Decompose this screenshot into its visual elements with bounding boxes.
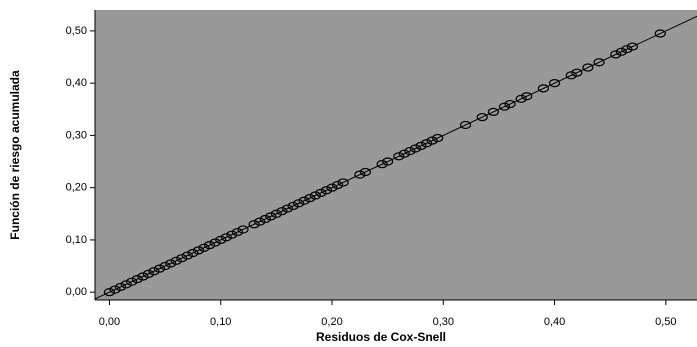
point [298,196,310,205]
x-tick-label: 0,30 [433,316,454,328]
point [181,251,193,260]
point [626,42,639,51]
point [382,157,394,166]
point [654,29,666,38]
x-tick-label: 0,10 [210,316,231,328]
point [393,152,405,161]
point [120,280,132,289]
point [237,225,249,234]
point [593,58,605,67]
point [204,241,216,250]
point [359,167,371,177]
point [459,120,472,130]
point [187,248,199,258]
y-tick-label: 0,30 [66,129,87,141]
point [165,259,177,268]
y-tick-label: 0,10 [66,234,87,246]
point [293,199,305,208]
point [192,246,205,255]
point [109,285,121,294]
point [276,207,288,216]
point [198,243,210,252]
y-tick-label: 0,00 [66,286,87,298]
point [376,160,388,169]
x-tick-label: 0,00 [99,316,120,328]
x-tick-label: 0,20 [321,316,342,328]
point [131,274,143,284]
point [521,92,533,101]
point [615,47,627,56]
point [432,133,444,143]
point [287,201,299,211]
point [176,254,188,263]
point [487,107,499,116]
y-tick-label: 0,40 [66,77,87,89]
point [231,227,244,237]
point [309,191,321,200]
point [421,139,433,148]
point [265,212,277,221]
point [404,146,416,156]
point [337,178,349,187]
point [621,45,633,54]
point [320,186,333,195]
point [504,99,516,109]
point [515,94,527,103]
y-tick-label: 0,50 [66,25,87,37]
point [415,141,427,150]
point [409,144,422,153]
point [142,269,155,278]
point [354,170,366,179]
point [582,63,594,72]
point [315,188,327,197]
point [170,256,182,265]
point [304,194,316,203]
point [220,233,232,242]
point [548,79,561,88]
point [565,71,577,80]
point [331,180,344,190]
point [610,50,622,59]
point [398,149,410,158]
point [259,214,271,224]
point [498,102,511,111]
point [114,282,127,292]
y-tick-label: 0,20 [66,182,87,194]
point [159,261,171,271]
point [153,264,166,273]
point [209,238,221,247]
point [148,267,160,276]
point [103,288,116,297]
point [137,272,149,281]
x-tick-label: 0,50 [655,316,676,328]
point [326,183,338,192]
point [254,217,266,226]
point [537,84,550,93]
point [426,136,438,145]
point [226,230,238,239]
x-tick-label: 0,40 [544,316,565,328]
x-axis-title: Residuos de Cox-Snell [316,330,446,344]
point [571,68,583,77]
point [270,209,282,218]
point [215,235,227,245]
point [126,277,138,286]
y-axis-title: Función de riesgo acumulada [8,70,22,240]
point [248,220,260,229]
point [281,204,294,213]
point [476,113,488,122]
reference-line [94,15,697,300]
